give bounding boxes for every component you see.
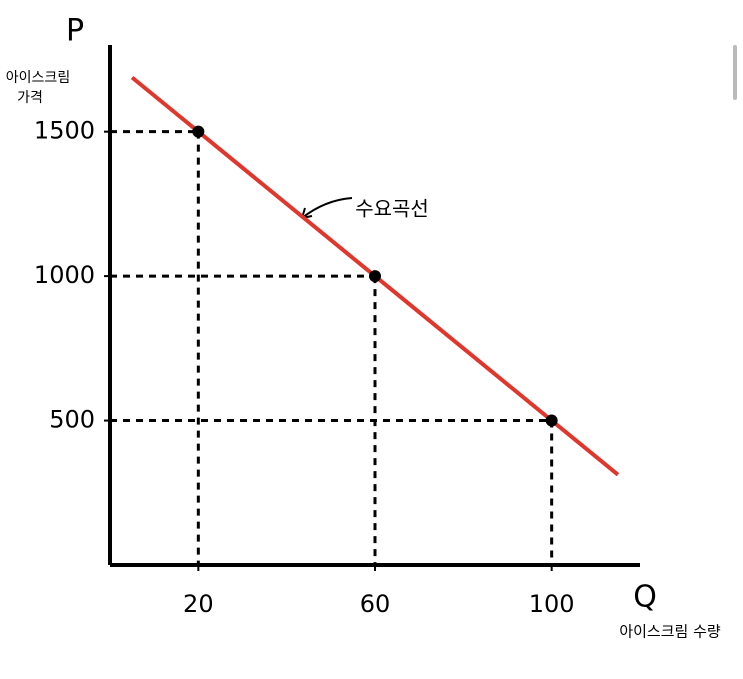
point [192, 125, 205, 138]
y-symbol: P [66, 14, 84, 49]
x-label: 아이스크림 수량 [619, 623, 721, 641]
point [369, 270, 381, 283]
point [545, 414, 558, 427]
y-label: 가격 [17, 90, 43, 106]
annotation-arrow [301, 197, 353, 219]
y-tick-label: 500 [49, 406, 95, 434]
scrollbar [733, 45, 737, 100]
annotation: 수요곡선 [355, 197, 429, 221]
x-symbol: Q [633, 580, 657, 615]
y-tick-label: 1500 [34, 117, 95, 145]
y-label: 아이스크림 [6, 70, 70, 86]
y-tick-label: 1000 [34, 261, 95, 289]
x-tick-label: 60 [360, 590, 391, 618]
x-tick-label: 100 [529, 590, 575, 618]
x-tick-label: 20 [183, 590, 214, 618]
